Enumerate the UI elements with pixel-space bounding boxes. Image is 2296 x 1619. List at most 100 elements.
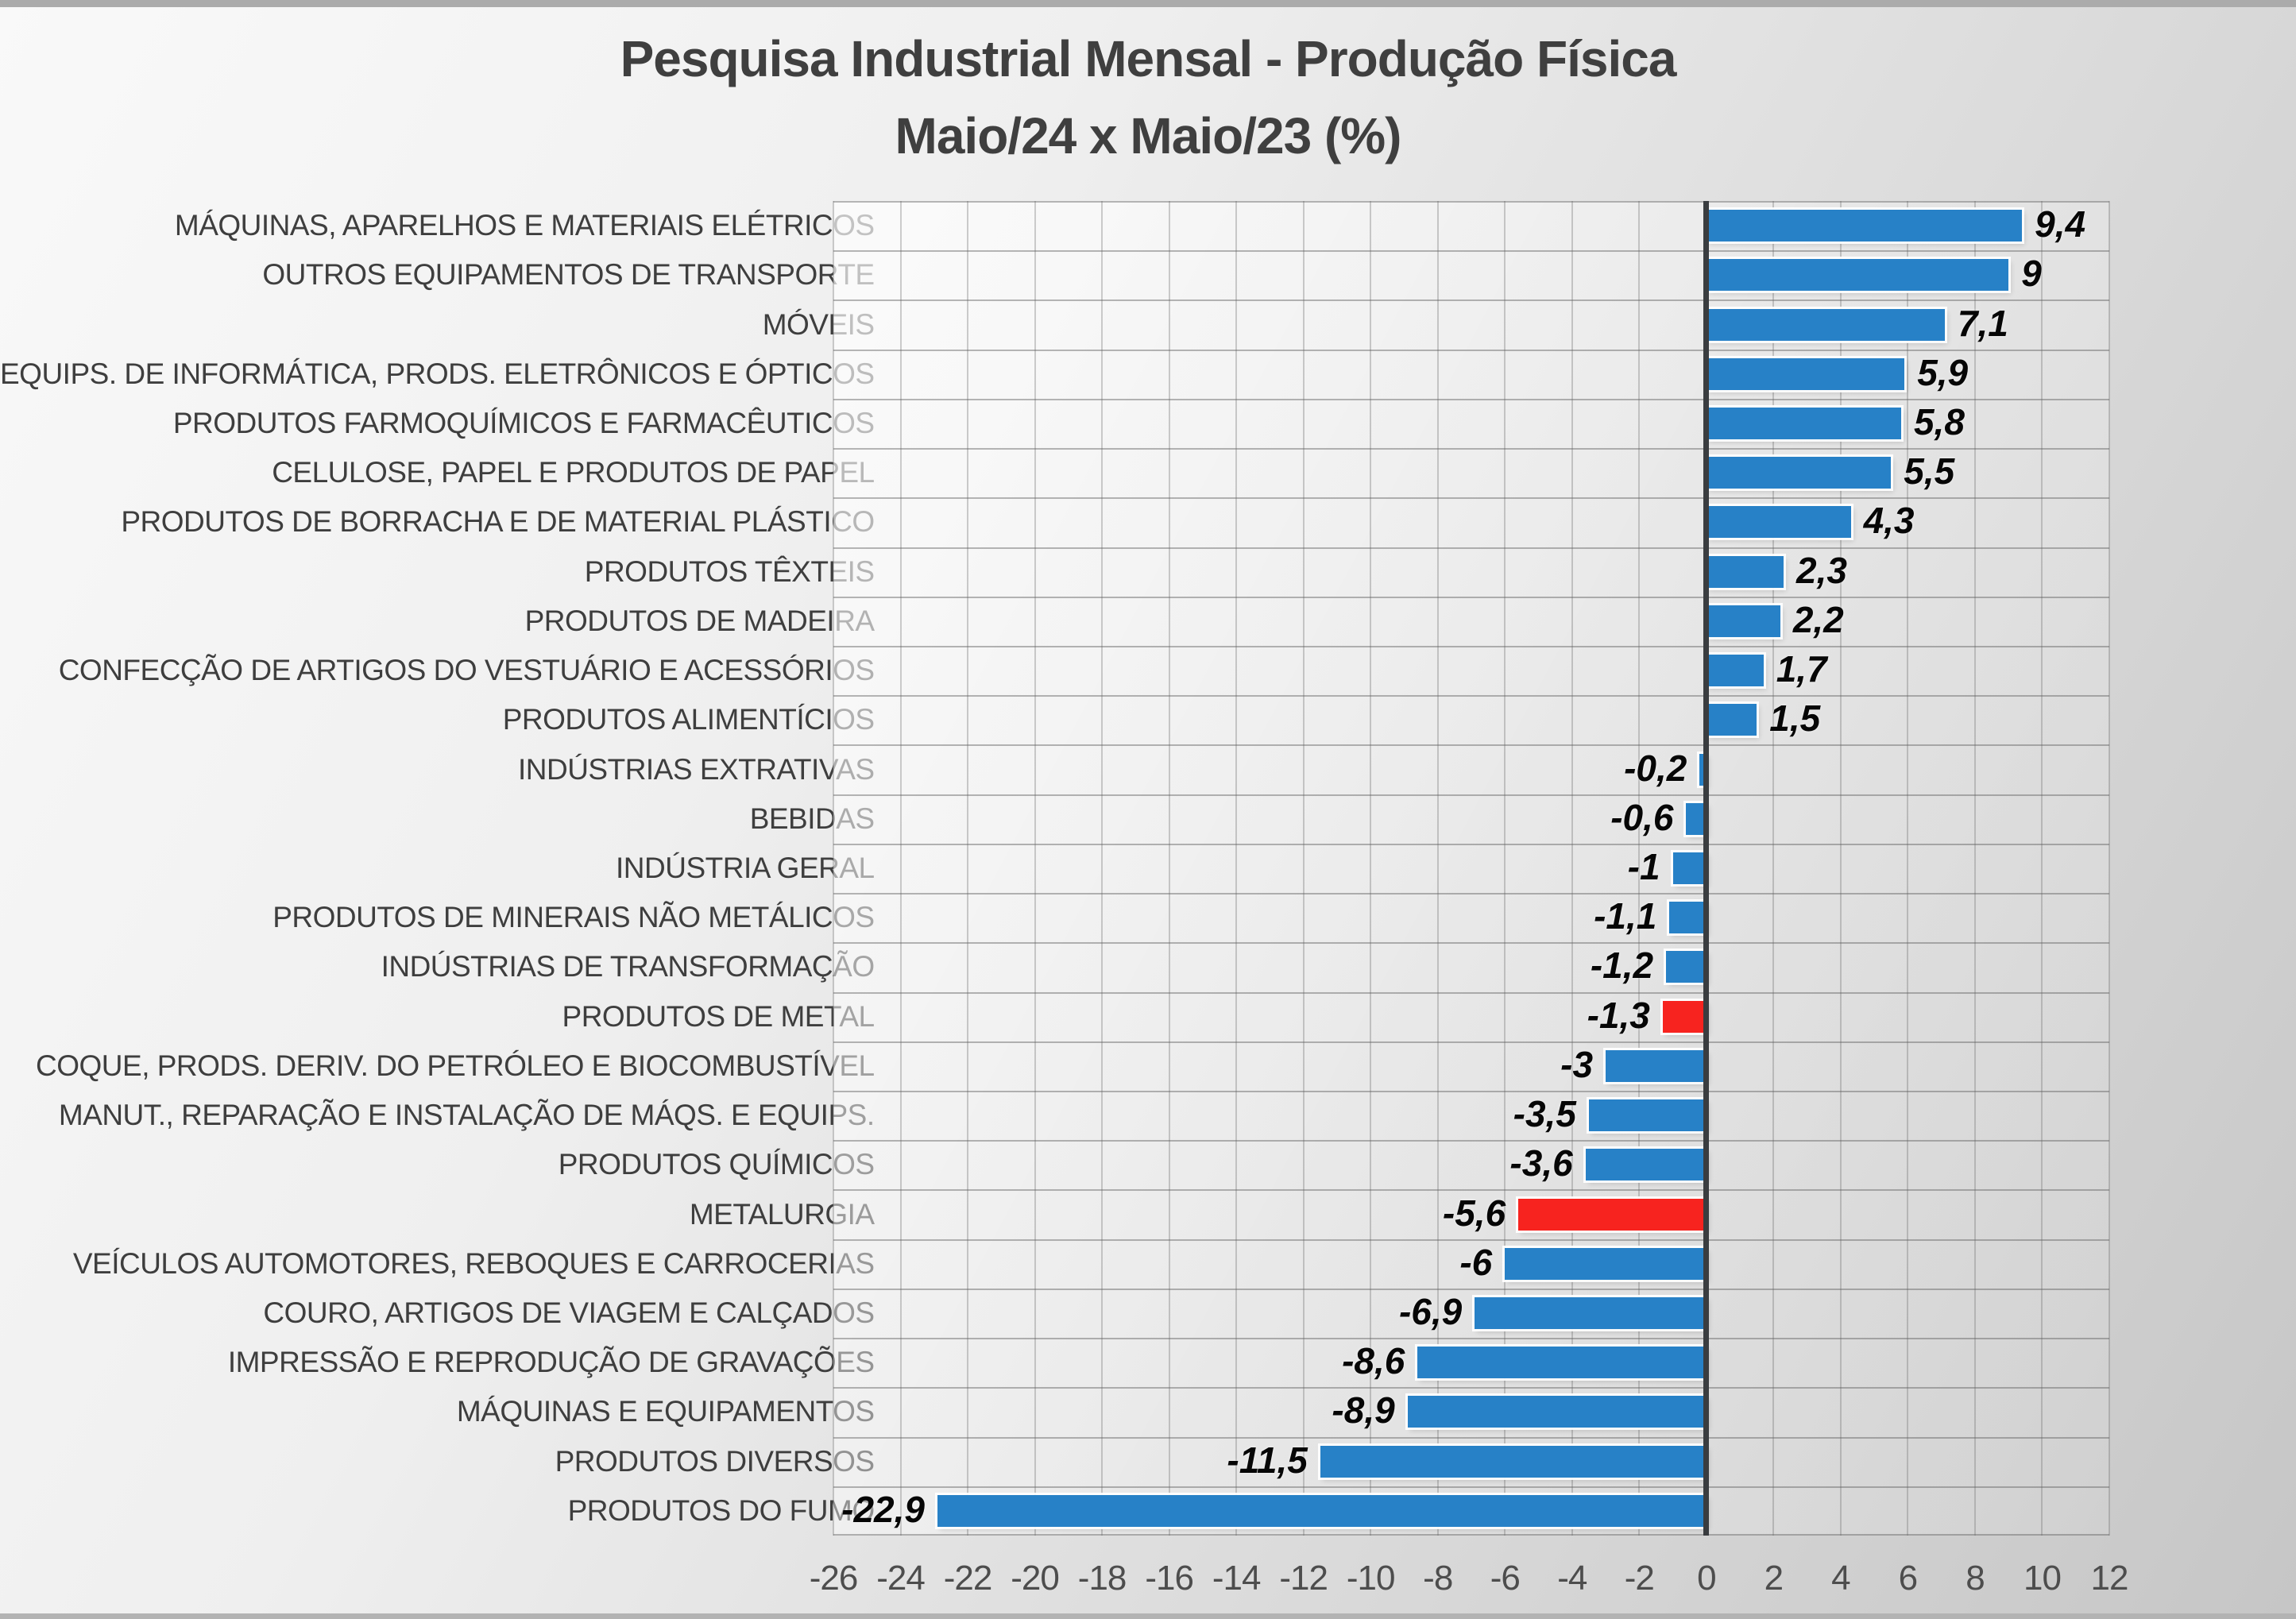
grid-hline (833, 398, 2109, 400)
value-label: -6,9 (1398, 1290, 1463, 1332)
category-label: PRODUTOS DIVERSOS (555, 1444, 875, 1478)
x-axis-tick-labels: -26 -24 -22 -20 -18 -16 -14 -12 -10 -8 -6 -4 -2 0 2 4 6 8… (810, 1548, 2129, 1611)
x-tick-label: -18 (1077, 1559, 1127, 1598)
grid-vline (1772, 201, 1775, 1536)
bar (1320, 1445, 1707, 1478)
category-label: BEBIDAS (749, 802, 875, 835)
x-tick-label: -4 (1557, 1559, 1587, 1598)
grid-hline (833, 596, 2109, 598)
category-label: OUTROS EQUIPAMENTOS DE TRANSPORTE (262, 258, 875, 292)
value-label: 1,5 (1769, 697, 1821, 740)
x-tick-label: -20 (1011, 1559, 1060, 1598)
chart-title-line2: Maio/24 x Maio/23 (%) (895, 107, 1402, 164)
grid-hline (833, 299, 2109, 302)
value-label: 4,3 (1863, 500, 1915, 542)
grid-vline (1907, 201, 1909, 1536)
grid-vline (1370, 201, 1372, 1536)
value-label: 1,7 (1776, 647, 1827, 690)
grid-vline (1034, 201, 1036, 1536)
category-label: COQUE, PRODS. DERIV. DO PETRÓLEO E BIOCO… (36, 1049, 875, 1082)
grid-hline (833, 1041, 2109, 1043)
category-label: IMPRESSÃO E REPRODUÇÃO DE GRAVAÇÕES (227, 1346, 875, 1379)
grid-hline (833, 1189, 2109, 1192)
grid-hline (833, 1486, 2109, 1488)
category-label: MÁQUINAS, APARELHOS E MATERIAIS ELÉTRICO… (174, 209, 875, 242)
plot-area: 9,4 9 7,1 5,9 5,8 5,5 4,3 2,3 2,2 1,7 1,5 -0,2 -0,6 -… (833, 201, 2110, 1536)
bar (1407, 1396, 1707, 1428)
category-label: PRODUTOS DO FUMO (567, 1493, 875, 1527)
x-tick-label: -26 (809, 1559, 859, 1598)
bottom-edge-strip (0, 1613, 2296, 1619)
grid-hline (833, 1338, 2109, 1340)
grid-hline (833, 1140, 2109, 1142)
category-label: INDÚSTRIA GERAL (616, 851, 875, 884)
value-label: -1,2 (1590, 945, 1654, 987)
value-label: -1,3 (1587, 994, 1650, 1036)
grid-hline (833, 744, 2109, 747)
category-label: PRODUTOS DE MINERAIS NÃO METÁLICOS (273, 901, 875, 934)
x-tick-label: 12 (2090, 1559, 2129, 1598)
grid-hline (833, 1238, 2109, 1241)
value-label: -3 (1560, 1043, 1594, 1085)
bar (1475, 1297, 1707, 1329)
category-label: METALURGIA (689, 1197, 875, 1231)
grid-hline (833, 942, 2109, 945)
grid-vline (2109, 201, 2110, 1536)
chart-title-line1: Pesquisa Industrial Mensal - Produção Fí… (620, 30, 1677, 87)
bar (1706, 408, 1901, 439)
category-label: PRODUTOS FARMOQUÍMICOS E FARMACÊUTICOS (172, 406, 875, 439)
grid-vline (1504, 201, 1506, 1536)
grid-vline (833, 201, 834, 1536)
bar (1662, 1000, 1707, 1033)
bar (1706, 506, 1851, 539)
bar (1699, 753, 1707, 786)
grid-hline (833, 1091, 2109, 1092)
zero-axis-line (1703, 201, 1710, 1536)
x-tick-label: 6 (1898, 1559, 1919, 1598)
category-label: VEÍCULOS AUTOMOTORES, REBOQUES E CARROCE… (72, 1246, 875, 1280)
top-edge-strip (0, 0, 2296, 7)
value-label: -8,6 (1342, 1340, 1405, 1382)
x-tick-label: -6 (1490, 1559, 1521, 1598)
grid-hline (833, 1534, 2109, 1536)
grid-vline (1101, 201, 1104, 1536)
category-axis-labels: MÁQUINAS, APARELHOS E MATERIAIS ELÉTRICO… (0, 201, 875, 1536)
grid-vline (1235, 201, 1238, 1536)
category-label: PRODUTOS QUÍMICOS (558, 1148, 875, 1181)
x-tick-label: -2 (1624, 1559, 1655, 1598)
bar (1669, 902, 1707, 934)
value-label: 9 (2021, 253, 2042, 295)
grid-vline (1638, 201, 1641, 1536)
grid-hline (833, 991, 2109, 994)
value-label: 5,5 (1904, 450, 1955, 493)
bar (1706, 605, 1780, 637)
bar (1505, 1247, 1707, 1280)
bar (1417, 1347, 1707, 1379)
value-label: 9,4 (2035, 203, 2086, 245)
category-label: MÓVEIS (762, 307, 875, 341)
x-tick-label: -8 (1423, 1559, 1453, 1598)
grid-vline (967, 201, 969, 1536)
grid-hline (833, 201, 2109, 203)
bar (1706, 308, 1945, 341)
chart-title: Pesquisa Industrial Mensal - Produção Fí… (0, 21, 2296, 175)
grid-vline (1839, 201, 1842, 1536)
x-tick-label: -10 (1346, 1559, 1396, 1598)
grid-hline (833, 646, 2109, 647)
grid-hline (833, 843, 2109, 845)
grid-vline (1571, 201, 1573, 1536)
grid-vline (1302, 201, 1305, 1536)
x-tick-label: -14 (1212, 1559, 1262, 1598)
value-label: -3,5 (1513, 1092, 1576, 1134)
value-label: -0,6 (1610, 796, 1674, 838)
bar (1706, 704, 1757, 736)
bar (1666, 951, 1707, 983)
value-label: -0,2 (1624, 747, 1687, 789)
x-tick-label: 4 (1831, 1559, 1851, 1598)
category-label: CELULOSE, PAPEL E PRODUTOS DE PAPEL (272, 456, 875, 489)
bar (1606, 1049, 1707, 1082)
bar (1706, 655, 1764, 687)
value-label: -5,6 (1442, 1192, 1506, 1234)
value-label: -1 (1627, 845, 1660, 887)
